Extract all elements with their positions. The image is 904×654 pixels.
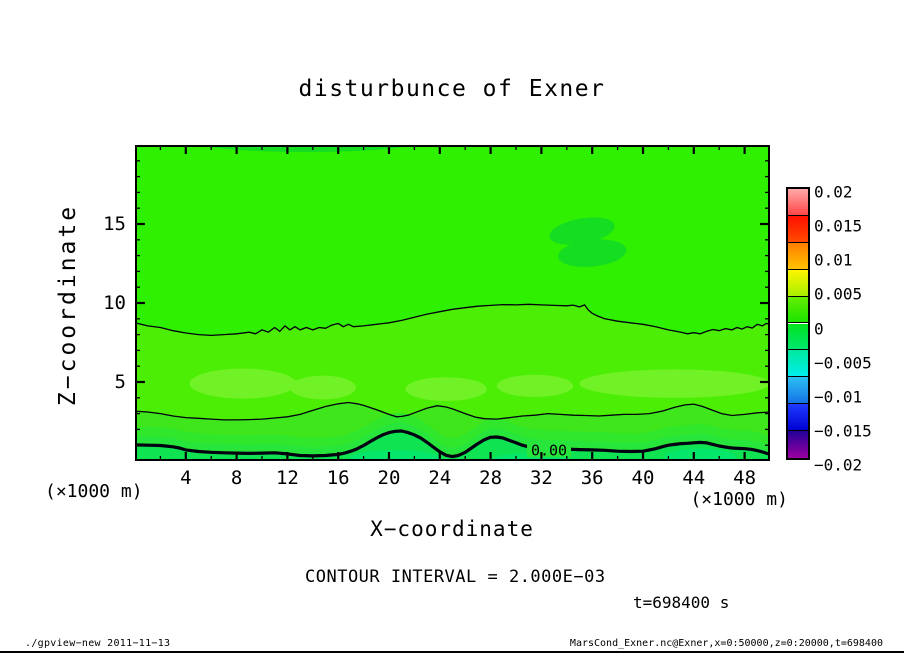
bottom-rule — [0, 651, 904, 653]
y-axis-tick-labels: 5 10 15 — [84, 145, 126, 461]
plot-title: disturbunce of Exner — [298, 76, 606, 102]
x-tick-label: 40 — [631, 467, 655, 489]
light-green-patch — [290, 375, 356, 400]
colorbar-tick-label: 0.01 — [814, 250, 853, 270]
colorbar-block — [788, 377, 808, 405]
x-axis-label: X−coordinate — [370, 517, 534, 541]
colorbar-labels: 0.02 0.015 0.01 0.005 0 −0.005 −0.01 −0.015 −0.0… — [814, 183, 900, 475]
light-green-patch — [189, 368, 297, 399]
time-note: t=698400 s — [633, 593, 730, 612]
footer-data-source-stamp: MarsCond_Exner.nc@Exner,x=0:50000,z=0:20… — [569, 638, 883, 649]
x-tick-label: 36 — [580, 467, 604, 489]
dark-green-blob — [549, 217, 615, 245]
colorbar-tick-label: −0.02 — [814, 455, 863, 475]
colorbar-block — [788, 269, 808, 297]
y-tick-label: 10 — [103, 292, 126, 314]
zero-contour-label: 0.00 — [531, 442, 567, 460]
x-tick-label: 24 — [428, 467, 452, 489]
x-axis-tick-labels: 4 8 12 16 20 24 28 32 36 40 44 48 — [135, 467, 770, 489]
light-green-patch — [579, 369, 771, 398]
y-axis-label: Z−coordinate — [55, 203, 81, 407]
y-tick-label: 15 — [103, 213, 126, 235]
x-tick-label: 16 — [326, 467, 350, 489]
colorbar-block — [788, 350, 808, 378]
zero-contour-label-bg — [527, 441, 572, 458]
x-axis-unit-note-right: (×1000 m) — [690, 489, 788, 510]
x-tick-label: 44 — [682, 467, 706, 489]
contour-interval-note: CONTOUR INTERVAL = 2.000E−03 — [305, 567, 606, 587]
colorbar-tick-label: 0.015 — [814, 216, 863, 236]
fill-region-below-zero-contour — [135, 431, 770, 461]
colorbar-tick-label: −0.005 — [814, 353, 872, 373]
colorbar-block — [788, 323, 808, 351]
colorbar-block — [788, 431, 808, 458]
dark-green-blob — [558, 239, 627, 268]
x-tick-label: 28 — [479, 467, 503, 489]
colorbar-tick-label: −0.015 — [814, 421, 872, 441]
light-green-patch — [405, 377, 487, 401]
contour-line-upper-thin — [134, 303, 771, 337]
y-tick-label: 5 — [114, 371, 126, 393]
contour-line-zero-bold — [134, 429, 771, 459]
contour-line-lower-thin — [134, 401, 771, 421]
x-tick-label: 48 — [733, 467, 757, 489]
plot-frame — [135, 145, 770, 461]
footer-program-stamp: ./gpview−new 2011−11−13 — [25, 638, 171, 649]
plot-area: 0.00 — [134, 126, 771, 467]
colorbar-block — [788, 404, 808, 432]
light-green-patch — [496, 374, 574, 397]
colorbar-tick-label: −0.01 — [814, 387, 863, 407]
colorbar-block — [788, 189, 808, 216]
contour-plot-svg: 0.00 — [134, 126, 771, 467]
x-tick-label: 32 — [529, 467, 553, 489]
colorbar-tick-label: 0.005 — [814, 284, 863, 304]
fill-region-above-upper-contour — [135, 145, 770, 336]
colorbar-block — [788, 215, 808, 243]
colorbar-tick-label: 0.02 — [814, 182, 853, 202]
colorbar-block — [788, 296, 808, 324]
colorbar-block — [788, 242, 808, 270]
x-tick-label: 4 — [180, 467, 192, 489]
x-tick-label: 8 — [230, 467, 243, 489]
x-tick-label: 20 — [377, 467, 401, 489]
colorbar — [786, 187, 810, 460]
x-axis-unit-note-left: (×1000 m) — [45, 481, 143, 502]
x-tick-label: 12 — [275, 467, 299, 489]
colorbar-tick-label: 0 — [814, 319, 824, 338]
